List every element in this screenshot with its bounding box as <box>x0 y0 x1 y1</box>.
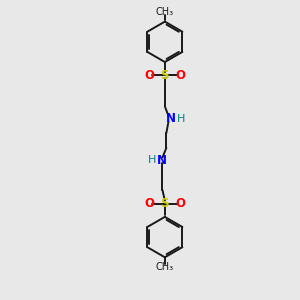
Text: O: O <box>144 197 154 210</box>
Text: O: O <box>175 69 185 82</box>
Text: N: N <box>157 154 167 167</box>
Text: O: O <box>175 197 185 210</box>
Text: H: H <box>177 114 185 124</box>
Text: CH₃: CH₃ <box>156 262 174 272</box>
Text: S: S <box>160 197 169 210</box>
Text: CH₃: CH₃ <box>156 7 174 17</box>
Text: N: N <box>166 112 176 125</box>
Text: S: S <box>160 69 169 82</box>
Text: O: O <box>144 69 154 82</box>
Text: H: H <box>148 155 156 165</box>
